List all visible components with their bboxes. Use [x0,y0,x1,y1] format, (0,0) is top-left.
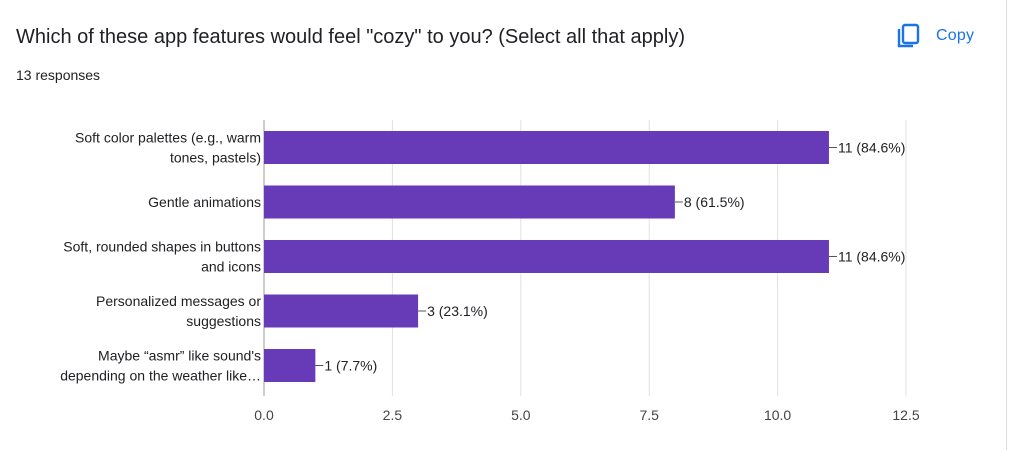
bar [264,294,419,328]
category-label: Soft color palettes (e.g., warm tones, pa… [75,130,261,166]
x-tick-label: 10.0 [764,407,791,423]
data-label: 8 (61.5%) [684,194,745,210]
data-label: 11 (84.6%) [838,140,905,156]
category-label: Personalized messages or suggestions [96,293,261,329]
category-label: Soft, rounded shapes in buttons and icons [63,239,261,275]
copy-icon [888,16,928,56]
question-title: Which of these app features would feel "… [16,26,686,48]
category-label: Gentle animations [148,194,261,210]
bar [264,185,675,219]
bar-chart: 0.0 2.5 5.0 7.5 10.0 12.5 11 (84.6%) Soft color… [60,120,920,423]
data-label: 11 (84.6%) [838,249,905,265]
category-label: Maybe “asmr” like sound's depending on th… [60,348,261,384]
response-count: 13 responses [16,67,101,83]
x-tick-label: 7.5 [639,407,659,423]
data-label: 1 (7.7%) [324,358,377,374]
copy-button[interactable]: Copy [888,16,998,56]
bar [264,131,829,164]
bar [264,349,316,382]
bar [264,240,829,273]
x-tick-label: 5.0 [511,407,531,423]
x-tick-label: 2.5 [383,407,403,423]
x-tick-label: 12.5 [892,407,919,423]
data-label: 3 (23.1%) [427,303,488,319]
x-tick-label: 0.0 [254,407,274,423]
copy-label: Copy [936,27,975,44]
